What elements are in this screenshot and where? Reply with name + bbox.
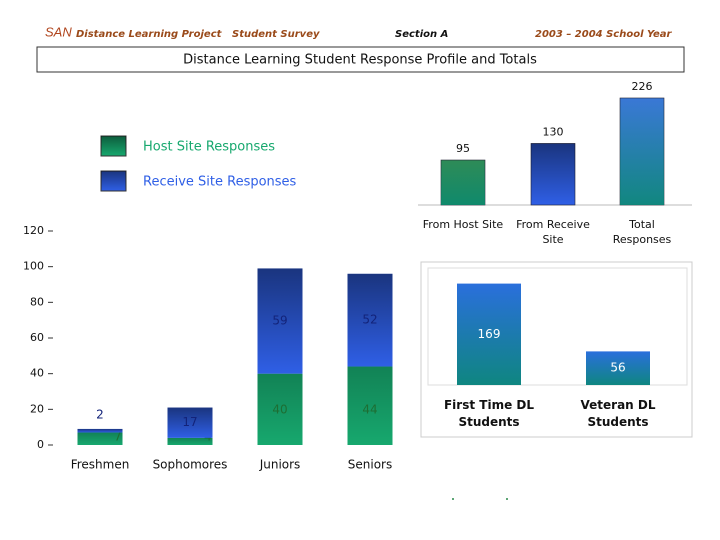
x-tick-label: From Receive Site	[516, 218, 590, 246]
bar-shade	[441, 160, 485, 205]
project-name: Distance Learning Project	[76, 29, 223, 40]
y-tick-label: 100	[23, 260, 44, 273]
bar-shade	[586, 351, 650, 385]
bar-shade	[167, 437, 213, 445]
y-tick-label: 120	[23, 224, 44, 237]
y-tick-label: 80	[30, 295, 44, 308]
bar-shade	[257, 373, 303, 445]
y-tick-label: 60	[30, 331, 44, 344]
value-label: 130	[543, 125, 564, 138]
value-label: 44	[362, 403, 377, 417]
bar-shade	[77, 432, 123, 445]
value-label: 226	[632, 80, 653, 93]
x-tick-label: Juniors	[259, 458, 301, 472]
logo: SAN	[45, 24, 72, 39]
bar-shade	[531, 143, 575, 205]
value-label: 7	[114, 430, 122, 444]
y-tick-label: 0	[37, 438, 44, 451]
x-tick-label: From Host Site	[422, 218, 504, 231]
chart-title: Distance Learning Student Response Profi…	[183, 53, 537, 68]
y-tick-label: 40	[30, 367, 44, 380]
value-label: 40	[272, 403, 287, 417]
value-label: 95	[456, 142, 470, 155]
bar-shade	[167, 407, 213, 438]
title-box	[36, 46, 685, 73]
legend-shade	[101, 171, 126, 191]
school-year: 2003 – 2004 School Year	[535, 29, 672, 40]
dot	[452, 498, 454, 500]
legend-shade	[101, 136, 126, 156]
y-tick-label: 20	[30, 402, 44, 415]
value-label: 2	[96, 407, 104, 421]
value-label: 56	[610, 361, 625, 375]
legend-label: Host Site Responses	[143, 140, 275, 155]
x-tick-label: Veteran DL Students	[580, 398, 656, 429]
bar-shade	[347, 366, 393, 445]
legend-label: Receive Site Responses	[143, 175, 297, 190]
bar-shade	[347, 273, 393, 367]
plot-frame	[427, 267, 688, 386]
x-tick-label: Seniors	[348, 458, 392, 472]
bar-shade	[257, 268, 303, 374]
bar-shade	[77, 428, 123, 433]
value-label: 169	[478, 327, 501, 341]
value-label: 17	[182, 415, 197, 429]
value-label: 52	[362, 313, 377, 327]
dot	[506, 498, 508, 500]
value-label: 59	[272, 314, 287, 328]
x-tick-label: Freshmen	[71, 458, 130, 472]
survey-name: Student Survey	[232, 29, 320, 40]
section: Section A	[395, 29, 448, 40]
x-tick-label: First Time DL Students	[443, 398, 534, 429]
x-tick-label: Sophomores	[153, 458, 228, 472]
chart-frame	[420, 261, 693, 438]
x-tick-label: Total Responses	[612, 218, 672, 246]
bar-shade	[620, 97, 664, 205]
bar-shade	[457, 283, 521, 385]
